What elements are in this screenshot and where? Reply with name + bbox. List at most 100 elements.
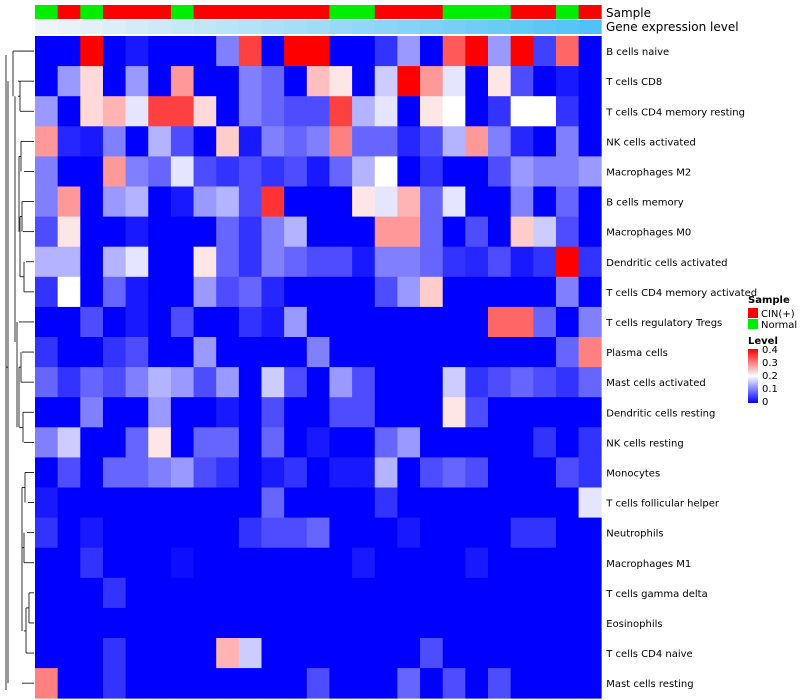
heatmap-cell xyxy=(216,638,240,669)
heatmap-cell xyxy=(329,517,353,549)
heatmap-cell xyxy=(306,547,330,579)
heatmap-cell xyxy=(170,276,194,308)
heatmap-cell xyxy=(465,96,489,127)
heatmap-cell xyxy=(555,547,579,579)
heatmap-cell xyxy=(442,216,466,248)
heatmap-cell xyxy=(102,517,126,549)
sample-annotation-cell xyxy=(35,5,59,19)
heatmap-cell xyxy=(397,306,421,338)
heatmap-cell xyxy=(80,367,104,398)
heatmap-cell xyxy=(80,397,104,428)
heatmap-cell xyxy=(442,577,466,609)
heatmap-cell xyxy=(57,668,81,699)
heatmap-cell xyxy=(510,487,534,518)
heatmap-cell xyxy=(397,547,421,579)
heatmap-cell xyxy=(193,367,217,398)
sample-annotation-cell xyxy=(533,5,557,19)
heatmap-cell xyxy=(442,276,466,308)
heatmap-cell xyxy=(442,337,466,368)
heatmap-cell xyxy=(216,126,240,157)
heatmap-cell xyxy=(329,487,353,518)
heatmap-cell xyxy=(261,487,285,518)
heatmap-cell xyxy=(465,577,489,609)
heatmap-cell xyxy=(352,427,376,458)
heatmap-cell xyxy=(555,216,579,248)
heatmap-cell xyxy=(261,306,285,338)
heatmap-cell xyxy=(170,517,194,549)
expression-annotation-cell xyxy=(352,20,376,34)
heatmap-cell xyxy=(578,66,602,97)
heatmap-cell xyxy=(465,517,489,549)
heatmap-cell xyxy=(578,367,602,398)
heatmap-cell xyxy=(261,216,285,248)
heatmap-cell xyxy=(80,66,104,97)
heatmap-cell xyxy=(510,306,534,338)
heatmap-cell xyxy=(442,607,466,639)
heatmap-cell xyxy=(238,36,262,67)
heatmap-cell xyxy=(352,276,376,308)
heatmap-cell xyxy=(510,397,534,428)
heatmap-cell xyxy=(533,66,557,97)
heatmap-cell xyxy=(578,96,602,127)
heatmap-cell xyxy=(306,367,330,398)
heatmap-cell xyxy=(465,126,489,157)
heatmap-cell xyxy=(35,457,59,488)
level-legend-tick-04: 0.4 xyxy=(762,345,778,356)
expression-annotation-cell xyxy=(533,20,557,34)
heatmap-cell xyxy=(35,126,59,157)
heatmap-cell xyxy=(397,397,421,428)
heatmap-cell xyxy=(488,487,512,518)
heatmap-cell xyxy=(80,246,104,278)
heatmap-cell xyxy=(374,66,398,97)
heatmap-cell xyxy=(442,306,466,338)
heatmap-cell xyxy=(488,96,512,127)
heatmap-cell xyxy=(102,337,126,368)
heatmap-cell xyxy=(148,156,172,187)
heatmap-cell xyxy=(306,487,330,518)
heatmap-cell xyxy=(193,668,217,699)
heatmap-cell xyxy=(555,607,579,639)
heatmap-cell xyxy=(284,427,308,458)
sample-annotation-cell xyxy=(238,5,262,19)
heatmap-cell xyxy=(57,96,81,127)
heatmap-cell xyxy=(35,246,59,278)
heatmap-cell xyxy=(193,126,217,157)
heatmap-cell xyxy=(102,126,126,157)
heatmap-cell xyxy=(125,668,149,699)
heatmap-cell xyxy=(216,487,240,518)
heatmap-cell xyxy=(465,547,489,579)
heatmap-cell xyxy=(578,547,602,579)
heatmap-cell xyxy=(397,577,421,609)
heatmap-cell xyxy=(510,186,534,217)
heatmap-cell xyxy=(193,216,217,248)
heatmap-cell xyxy=(125,397,149,428)
heatmap-cell xyxy=(533,668,557,699)
heatmap-cell xyxy=(533,126,557,157)
sample-legend-swatch-normal xyxy=(748,319,758,329)
heatmap-cell xyxy=(193,397,217,428)
heatmap-cell xyxy=(465,638,489,669)
heatmap-cell xyxy=(284,216,308,248)
sample-annotation-cell xyxy=(465,5,489,19)
heatmap-cell xyxy=(125,577,149,609)
heatmap-cell xyxy=(329,397,353,428)
heatmap-cell xyxy=(170,547,194,579)
heatmap-cell xyxy=(261,668,285,699)
heatmap-cell xyxy=(102,607,126,639)
sample-legend-title: Sample xyxy=(748,295,790,306)
heatmap-cell xyxy=(374,427,398,458)
heatmap-cell xyxy=(510,156,534,187)
heatmap-cell xyxy=(374,186,398,217)
heatmap-cell xyxy=(420,186,444,217)
heatmap-cell xyxy=(125,427,149,458)
level-legend-tick-03: 0.3 xyxy=(762,358,778,369)
heatmap-cell xyxy=(374,487,398,518)
heatmap-cell xyxy=(374,156,398,187)
heatmap-cell xyxy=(465,457,489,488)
heatmap-cell xyxy=(148,96,172,127)
heatmap-cell xyxy=(170,156,194,187)
heatmap-cell xyxy=(148,306,172,338)
heatmap-cell xyxy=(125,517,149,549)
heatmap-cell xyxy=(170,577,194,609)
heatmap-cell xyxy=(397,216,421,248)
